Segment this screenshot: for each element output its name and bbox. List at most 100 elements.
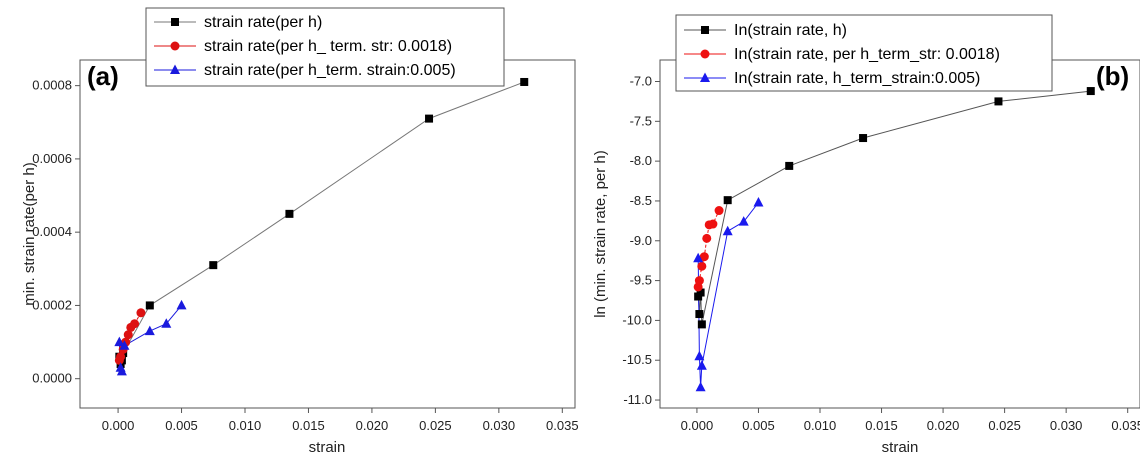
series-lines-a [118, 81, 525, 372]
x-tick-label: 0.025 [419, 418, 452, 433]
legend-marker-1 [701, 26, 709, 34]
x-axis-label-a: strain [309, 439, 346, 454]
series-line-1 [118, 81, 525, 366]
chart-panel-b: 0.000 0.005 0.010 0.015 0.020 0.025 0.030 0.035… [592, 14, 1140, 454]
data-point-series-1 [785, 161, 794, 170]
data-point-series-1 [859, 134, 868, 143]
data-point-series-3 [696, 360, 707, 370]
x-tick-label: 0.035 [546, 418, 579, 433]
y-tick-label: -7.5 [630, 113, 652, 128]
legend-a: strain rate(per h) strain rate(per h_ ter… [145, 7, 505, 87]
y-axis-label-a: min. strain rate(per h) [21, 162, 38, 305]
data-point-series-2 [116, 352, 126, 362]
x-tick-label: 0.005 [742, 418, 775, 433]
y-tick-label: 0.0000 [32, 371, 72, 386]
data-point-series-3 [119, 340, 130, 350]
data-point-series-1 [520, 77, 529, 86]
data-point-series-1 [209, 261, 218, 270]
y-tick-label: -10.0 [622, 312, 652, 327]
axis-ticks-a: 0.000 0.005 0.010 0.015 0.020 0.025 0.030 0.035… [32, 78, 578, 433]
x-tick-label: 0.000 [102, 418, 135, 433]
data-point-series-2 [708, 219, 718, 229]
y-tick-label: -9.5 [630, 273, 652, 288]
data-point-series-3 [116, 365, 127, 376]
legend-marker-2 [170, 41, 180, 51]
legend-frame-a [145, 7, 505, 87]
x-tick-label: 0.010 [804, 418, 837, 433]
data-point-series-3 [694, 350, 705, 361]
data-point-series-3 [114, 336, 125, 347]
data-point-series-2 [694, 276, 704, 286]
series-markers-a [114, 77, 529, 376]
y-tick-label: -9.0 [630, 233, 652, 248]
data-point-series-3 [144, 325, 155, 336]
legend-label-1: strain rate(per h) [204, 14, 322, 31]
data-point-series-3 [753, 197, 764, 207]
legend-marker-1 [171, 18, 179, 26]
data-point-series-1 [723, 196, 732, 205]
data-point-series-3 [161, 318, 172, 328]
y-tick-label: -8.5 [630, 193, 652, 208]
x-tick-label: 0.015 [292, 418, 325, 433]
data-point-series-1 [145, 301, 154, 310]
legend-label-3: strain rate(per h_term. strain:0.005) [204, 62, 456, 79]
series-lines-b [697, 90, 1091, 388]
legend-frame-b [675, 14, 1053, 92]
y-tick-label: -10.5 [622, 352, 652, 367]
data-point-series-1 [697, 320, 706, 329]
x-tick-label: 0.030 [1050, 418, 1083, 433]
data-point-series-1 [994, 97, 1003, 106]
x-axis-label-b: strain [882, 439, 919, 454]
x-tick-label: 0.010 [229, 418, 262, 433]
series-markers-b [693, 87, 1095, 392]
y-tick-label: 0.0004 [32, 224, 72, 239]
y-tick-label: -8.0 [630, 153, 652, 168]
data-point-series-3 [722, 225, 733, 236]
x-tick-label: 0.005 [165, 418, 198, 433]
data-point-series-1 [425, 114, 434, 123]
panel-label-b: (b) [1096, 61, 1129, 91]
x-tick-label: 0.030 [483, 418, 516, 433]
x-tick-label: 0.020 [356, 418, 389, 433]
legend-marker-3 [700, 72, 710, 82]
data-point-series-2 [697, 261, 707, 271]
data-point-series-2 [714, 206, 724, 216]
legend-b: In(strain rate, h) In(strain rate, per h_… [675, 14, 1053, 92]
legend-label-2: strain rate(per h_ term. str: 0.0018) [204, 38, 452, 55]
x-tick-label: 0.000 [681, 418, 714, 433]
y-tick-label: -7.0 [630, 74, 652, 89]
plot-frame-a [79, 59, 576, 409]
legend-marker-3 [170, 64, 180, 74]
y-tick-label: 0.0006 [32, 151, 72, 166]
data-point-series-2 [699, 252, 709, 262]
legend-label-1: In(strain rate, h) [734, 22, 847, 39]
x-tick-label: 0.020 [927, 418, 960, 433]
y-tick-label: 0.0002 [32, 297, 72, 312]
data-point-series-2 [702, 233, 712, 243]
x-tick-label: 0.035 [1111, 418, 1140, 433]
data-point-series-2 [130, 319, 140, 329]
panel-label-a: (a) [87, 61, 119, 91]
legend-marker-2 [700, 49, 710, 59]
data-point-series-3 [176, 299, 187, 310]
data-point-series-2 [136, 308, 146, 318]
data-point-series-3 [693, 252, 704, 263]
y-axis-label-b: ln (min. strain rate, per h) [592, 150, 609, 318]
data-point-series-1 [1086, 87, 1095, 96]
data-point-series-3 [738, 216, 749, 226]
data-point-series-2 [123, 330, 133, 340]
legend-label-2: In(strain rate, per h_term_str: 0.0018) [734, 46, 1000, 63]
x-tick-label: 0.015 [865, 418, 898, 433]
y-tick-label: 0.0008 [32, 78, 72, 93]
data-point-series-1 [696, 288, 705, 297]
data-point-series-3 [695, 381, 706, 392]
axis-ticks-b: 0.000 0.005 0.010 0.015 0.020 0.025 0.030 0.035… [622, 74, 1140, 433]
series-line-1 [697, 90, 1091, 325]
y-tick-label: -11.0 [623, 392, 652, 407]
data-point-series-1 [285, 209, 294, 218]
chart-panel-a: 0.000 0.005 0.010 0.015 0.020 0.025 0.030 0.035… [21, 7, 579, 454]
legend-label-3: In(strain rate, h_term_strain:0.005) [734, 70, 980, 87]
x-tick-label: 0.025 [988, 418, 1021, 433]
data-point-series-1 [695, 310, 704, 319]
